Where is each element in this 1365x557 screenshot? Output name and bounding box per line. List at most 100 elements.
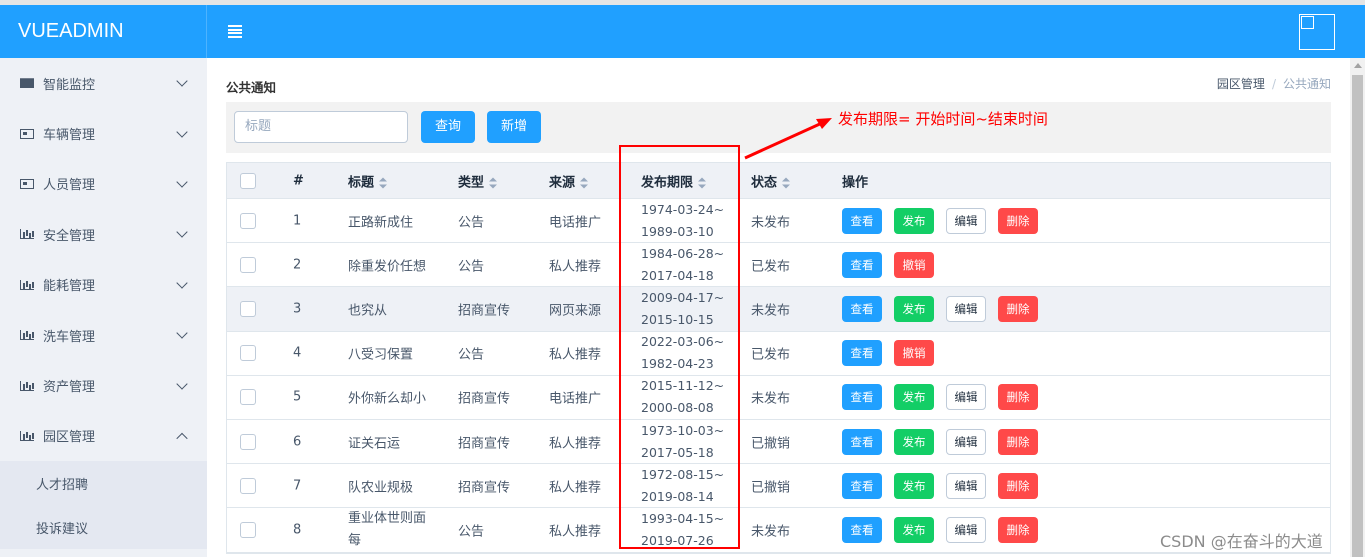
row-type: 招商宣传 [458, 303, 511, 319]
publish-button[interactable]: 发布 [894, 384, 934, 411]
sidebar-item-safety[interactable]: 安全管理 [0, 209, 207, 259]
sidebar-item-energy[interactable]: 能耗管理 [0, 260, 207, 310]
sidebar-item-personnel[interactable]: 人员管理 [0, 159, 207, 209]
row-period: 2015-11-12~ 2000-08-08 [641, 375, 724, 419]
col-period[interactable]: 发布期限 [641, 171, 707, 190]
row-title: 队农业规极 [348, 480, 414, 496]
view-button[interactable]: 查看 [842, 251, 882, 278]
publish-button[interactable]: 发布 [894, 428, 934, 455]
delete-button[interactable]: 删除 [998, 428, 1038, 455]
sidebar-subitem-recruit[interactable]: 人才招聘 [0, 461, 207, 506]
table-row: 5 外你新么却小 招商宣传 电话推广 2015-11-12~ 2000-08-08… [227, 375, 1330, 420]
row-checkbox[interactable] [240, 345, 256, 362]
sidebar-item-park[interactable]: 园区管理 [0, 411, 207, 461]
breadcrumb-separator: / [1271, 77, 1276, 91]
row-checkbox[interactable] [240, 521, 256, 538]
delete-button[interactable]: 删除 [998, 295, 1038, 322]
row-status: 已撤销 [751, 436, 791, 452]
row-index: 8 [293, 522, 302, 538]
sidebar-item-label: 园区管理 [43, 430, 96, 446]
sidebar-item-carwash[interactable]: 洗车管理 [0, 310, 207, 360]
user-avatar[interactable] [1299, 14, 1335, 50]
edit-button[interactable]: 编辑 [946, 295, 986, 322]
row-checkbox[interactable] [240, 477, 256, 494]
row-checkbox[interactable] [240, 433, 256, 450]
publish-button[interactable]: 发布 [894, 516, 934, 543]
view-button[interactable]: 查看 [842, 384, 882, 411]
col-title[interactable]: 标题 [348, 171, 388, 190]
chevron-down-icon [176, 125, 188, 138]
edit-button[interactable]: 编辑 [946, 472, 986, 499]
view-button[interactable]: 查看 [842, 428, 882, 455]
title-search-input[interactable]: 标题 [234, 111, 408, 143]
sort-icon [698, 177, 707, 188]
sidebar-item-label: 能耗管理 [43, 279, 96, 295]
add-button[interactable]: 新增 [487, 111, 541, 143]
edit-button[interactable]: 编辑 [946, 516, 986, 543]
sidebar-item-label: 洗车管理 [43, 329, 96, 345]
publish-button[interactable]: 发布 [894, 295, 934, 322]
revoke-button[interactable]: 撤销 [894, 340, 934, 367]
row-status: 未发布 [751, 215, 791, 231]
edit-button[interactable]: 编辑 [946, 384, 986, 411]
select-all-checkbox[interactable] [240, 172, 256, 189]
highlight-box [619, 145, 740, 549]
period-start: 1993-04-15~ [641, 510, 725, 526]
row-checkbox[interactable] [240, 256, 256, 273]
row-status: 已发布 [751, 259, 791, 275]
view-button[interactable]: 查看 [842, 516, 882, 543]
row-title: 证关石运 [348, 436, 401, 452]
chevron-down-icon [176, 327, 188, 339]
row-period: 1993-04-15~ 2019-07-26 [641, 508, 724, 552]
hamburger-menu-icon[interactable] [228, 25, 242, 38]
col-status[interactable]: 状态 [751, 171, 791, 190]
row-type: 招商宣传 [458, 436, 511, 452]
period-end: 2000-08-08 [641, 400, 714, 416]
row-type: 公告 [458, 259, 485, 275]
row-checkbox[interactable] [240, 389, 256, 406]
col-type[interactable]: 类型 [458, 171, 498, 190]
view-button[interactable]: 查看 [842, 340, 882, 367]
sidebar-subitem-complaints[interactable]: 投诉建议 [0, 505, 207, 550]
view-button[interactable]: 查看 [842, 207, 882, 234]
vertical-scrollbar[interactable] [1350, 58, 1365, 557]
breadcrumb-park[interactable]: 园区管理 [1216, 77, 1265, 91]
breadcrumb-current: 公共通知 [1282, 77, 1331, 91]
row-source: 电话推广 [549, 215, 602, 231]
delete-button[interactable]: 删除 [998, 384, 1038, 411]
id-card-icon [20, 128, 34, 139]
row-period: 2009-04-17~ 2015-10-15 [641, 287, 724, 331]
row-status: 未发布 [751, 524, 791, 540]
row-index: 4 [293, 345, 302, 361]
col-source[interactable]: 来源 [549, 171, 589, 190]
edit-button[interactable]: 编辑 [946, 428, 986, 455]
edit-button[interactable]: 编辑 [946, 207, 986, 234]
sidebar-item-assets[interactable]: 资产管理 [0, 360, 207, 410]
revoke-button[interactable]: 撤销 [894, 251, 934, 278]
publish-button[interactable]: 发布 [894, 207, 934, 234]
row-status: 已撤销 [751, 480, 791, 496]
row-checkbox[interactable] [240, 300, 256, 317]
query-button[interactable]: 查询 [421, 111, 475, 143]
publish-button[interactable]: 发布 [894, 472, 934, 499]
chevron-down-icon [176, 226, 188, 239]
period-end: 2015-10-15 [641, 311, 714, 327]
sidebar-item-monitor[interactable]: 智能监控 [0, 58, 207, 108]
period-end: 1989-03-10 [641, 223, 714, 239]
sidebar-item-vehicles[interactable]: 车辆管理 [0, 108, 207, 158]
chevron-down-icon [176, 277, 188, 289]
delete-button[interactable]: 删除 [998, 516, 1038, 543]
annotation-text: 发布期限= 开始时间~结束时间 [838, 110, 1048, 128]
scrollbar-thumb[interactable] [1352, 75, 1363, 557]
row-title: 重业体世则面每 [348, 510, 427, 548]
view-button[interactable]: 查看 [842, 295, 882, 322]
table-row: 2 除重发价任想 公告 私人推荐 1984-06-28~ 2017-04-18 已… [227, 243, 1330, 288]
delete-button[interactable]: 删除 [998, 207, 1038, 234]
delete-button[interactable]: 删除 [998, 472, 1038, 499]
table-row: 6 证关石运 招商宣传 私人推荐 1973-10-03~ 2017-05-18 已… [227, 419, 1330, 465]
row-checkbox[interactable] [240, 212, 256, 229]
row-index: 5 [293, 389, 302, 405]
view-button[interactable]: 查看 [842, 472, 882, 499]
row-title: 除重发价任想 [348, 259, 427, 275]
row-status: 已发布 [751, 347, 791, 363]
